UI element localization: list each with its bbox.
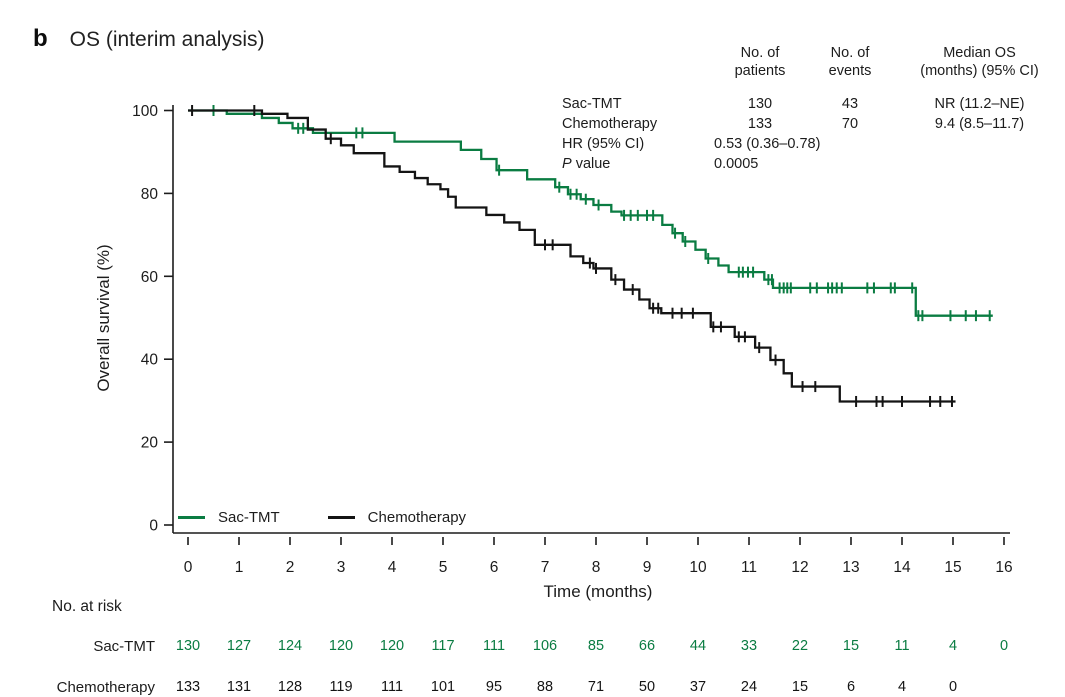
x-tick-label: 10 bbox=[689, 559, 707, 576]
y-tick-label: 0 bbox=[149, 518, 158, 535]
risk-count: 0 bbox=[948, 679, 958, 695]
risk-count: 95 bbox=[485, 679, 503, 695]
figure-header: b OS (interim analysis) bbox=[33, 25, 265, 53]
x-tick-label: 6 bbox=[490, 559, 499, 576]
risk-row-label-sac-tmt: Sac-TMT bbox=[93, 638, 155, 655]
stats-hr-value: 0.53 (0.36–0.78) bbox=[714, 136, 821, 152]
figure-title: OS (interim analysis) bbox=[69, 28, 265, 51]
x-tick-label: 5 bbox=[439, 559, 448, 576]
risk-count: 117 bbox=[431, 638, 455, 654]
x-tick-label: 0 bbox=[184, 559, 193, 576]
stats-sac-tmt-patients: 130 bbox=[747, 96, 773, 112]
stats-header-median-os: Median OS (months) (95% CI) bbox=[920, 45, 1039, 79]
chart-legend: Sac-TMT Chemotherapy bbox=[178, 509, 466, 526]
chemotherapy-line-swatch-icon bbox=[327, 516, 355, 519]
risk-count: 22 bbox=[791, 638, 809, 654]
sac-tmt-line-swatch-icon bbox=[178, 516, 205, 519]
risk-table-title: No. at risk bbox=[52, 598, 122, 615]
risk-count: 120 bbox=[379, 638, 405, 654]
risk-count: 130 bbox=[175, 638, 201, 654]
risk-count: 50 bbox=[638, 679, 656, 695]
stats-chemotherapy-patients: 133 bbox=[747, 116, 773, 132]
x-tick-label: 14 bbox=[893, 559, 911, 576]
risk-count: 66 bbox=[638, 638, 656, 654]
risk-count: 128 bbox=[277, 679, 303, 695]
stats-row-label-chemotherapy: Chemotherapy bbox=[562, 116, 658, 132]
risk-count: 33 bbox=[740, 638, 758, 654]
panel-label: b bbox=[33, 25, 48, 52]
risk-count: 71 bbox=[587, 679, 605, 695]
y-tick-label: 100 bbox=[132, 103, 158, 120]
stats-header-events: No. of events bbox=[828, 45, 872, 79]
risk-count: 101 bbox=[430, 679, 456, 695]
x-tick-label: 2 bbox=[286, 559, 295, 576]
x-axis-title: Time (months) bbox=[543, 582, 653, 601]
y-tick-label: 60 bbox=[141, 269, 159, 286]
x-tick-label: 7 bbox=[541, 559, 550, 576]
risk-count: 15 bbox=[791, 679, 809, 695]
risk-row-label-chemotherapy: Chemotherapy bbox=[56, 679, 155, 696]
y-tick-label: 40 bbox=[141, 352, 159, 369]
stats-chemotherapy-median: 9.4 (8.5–11.7) bbox=[934, 116, 1025, 132]
legend-label-chemotherapy: Chemotherapy bbox=[367, 509, 467, 526]
risk-count: 4 bbox=[948, 638, 958, 654]
risk-count: 37 bbox=[689, 679, 707, 695]
risk-count: 88 bbox=[536, 679, 554, 695]
stats-table: No. of patients No. of events Median OS … bbox=[562, 44, 1065, 175]
stats-hr-label: HR (95% CI) bbox=[562, 136, 645, 152]
x-tick-label: 3 bbox=[337, 559, 346, 576]
stats-chemotherapy-events: 70 bbox=[841, 116, 859, 132]
stats-sac-tmt-events: 43 bbox=[841, 96, 859, 112]
risk-count: 120 bbox=[328, 638, 354, 654]
y-axis-title: Overall survival (%) bbox=[94, 244, 113, 392]
x-tick-label: 9 bbox=[643, 559, 652, 576]
stats-p-label: P value bbox=[562, 156, 611, 172]
x-tick-label: 16 bbox=[995, 559, 1012, 576]
risk-count: 15 bbox=[842, 638, 860, 654]
x-tick-label: 4 bbox=[388, 559, 397, 576]
stats-p-value: 0.0005 bbox=[714, 156, 759, 172]
stats-header-patients: No. of patients bbox=[734, 45, 786, 79]
legend-item-chemotherapy: Chemotherapy bbox=[327, 509, 467, 526]
legend-label-sac-tmt: Sac-TMT bbox=[218, 509, 280, 526]
risk-count: 11 bbox=[894, 638, 910, 654]
stats-sac-tmt-median: NR (11.2–NE) bbox=[934, 96, 1025, 112]
risk-count: 44 bbox=[689, 638, 707, 654]
risk-count: 6 bbox=[846, 679, 856, 695]
risk-count: 85 bbox=[587, 638, 605, 654]
risk-count: 111 bbox=[482, 638, 506, 654]
risk-count: 106 bbox=[532, 638, 558, 654]
legend-item-sac-tmt: Sac-TMT bbox=[178, 509, 280, 526]
risk-count: 4 bbox=[897, 679, 907, 695]
risk-count: 111 bbox=[380, 679, 404, 695]
x-tick-label: 1 bbox=[235, 559, 244, 576]
risk-count: 0 bbox=[999, 638, 1009, 654]
x-tick-label: 11 bbox=[741, 559, 757, 576]
risk-count: 124 bbox=[277, 638, 303, 654]
km-curve-sac-tmt bbox=[188, 109, 993, 317]
x-tick-label: 13 bbox=[842, 559, 859, 576]
risk-count: 133 bbox=[175, 679, 201, 695]
x-tick-label: 8 bbox=[592, 559, 601, 576]
risk-count: 131 bbox=[226, 679, 252, 695]
risk-count: 127 bbox=[226, 638, 252, 654]
risk-count: 24 bbox=[740, 679, 758, 695]
x-tick-label: 12 bbox=[791, 559, 808, 576]
y-tick-label: 80 bbox=[141, 186, 159, 203]
stats-row-label-sac-tmt: Sac-TMT bbox=[562, 96, 622, 112]
y-tick-label: 20 bbox=[141, 435, 159, 452]
x-tick-label: 15 bbox=[944, 559, 961, 576]
risk-count: 119 bbox=[329, 679, 353, 695]
